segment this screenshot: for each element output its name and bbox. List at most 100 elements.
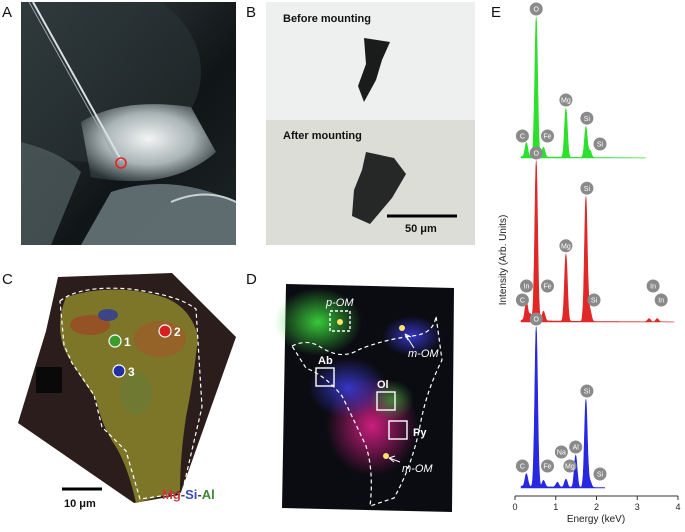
peak-text: Na: [557, 450, 566, 457]
peak-text: Fe: [543, 464, 551, 471]
target-circle: [115, 157, 127, 169]
peak-text: In: [524, 284, 530, 291]
peak-label-si: Si: [580, 384, 594, 398]
peak-badge: [559, 239, 573, 253]
panel-d-map: p-OM m-OM Ab Ol Py m-OM: [274, 284, 454, 512]
point-3-marker: [112, 364, 126, 378]
peak-badge: [580, 384, 594, 398]
peak-text: In: [658, 298, 664, 305]
x-tick-label: 3: [635, 502, 640, 512]
ol-box: [376, 391, 396, 411]
peak-label-si: Si: [587, 293, 601, 307]
peak-text: Mg: [561, 98, 571, 105]
element-legend: Mg-Si-Al: [162, 487, 215, 502]
peak-label-c: C: [515, 293, 529, 307]
peak-label-si: Si: [580, 181, 594, 195]
peak-badge: [563, 459, 577, 473]
peak-text: O: [533, 7, 539, 14]
panel-a-photo: [21, 2, 236, 245]
peak-label-c: C: [515, 459, 529, 473]
peak-text: C: [520, 298, 525, 305]
peak-badge: [580, 181, 594, 195]
after-mounting-label: After mounting: [283, 130, 362, 142]
peak-label-in: In: [654, 293, 668, 307]
peak-text: Fe: [543, 284, 551, 291]
peak-label-in: In: [520, 279, 533, 293]
x-tick-label: 0: [512, 502, 517, 512]
peak-label-c: C: [515, 129, 529, 143]
peak-badge: [515, 459, 529, 473]
peak-badge: [541, 279, 554, 293]
series-3: C O Fe Na Mg Al Si Si: [515, 312, 607, 489]
peak-text: In: [650, 284, 656, 291]
m-om-top-label: m-OM: [408, 348, 439, 360]
peak-label-na: Na: [554, 445, 568, 459]
peak-text: Si: [597, 142, 604, 149]
peak-text: Si: [584, 389, 591, 396]
m-om-bottom-arrow: [388, 457, 401, 463]
peak-text: Si: [584, 186, 591, 193]
peak-badge: [554, 445, 568, 459]
peak-label-mg: Mg: [559, 239, 573, 253]
point-1-label: 1: [124, 335, 131, 349]
panel-letter-e: E: [491, 4, 502, 21]
peak-label-o: O: [529, 146, 543, 160]
peak-text: C: [520, 464, 525, 471]
peak-label-fe: Fe: [541, 279, 554, 293]
peak-badge: [569, 440, 583, 454]
peak-text: Fe: [543, 134, 551, 141]
peak-label-si: Si: [593, 137, 607, 151]
peak-badge: [580, 111, 594, 125]
py-box: [388, 420, 408, 440]
peak-badge: [541, 459, 554, 473]
svg-text:Mg-Si-Al: Mg-Si-Al: [162, 487, 215, 502]
py-label: Py: [413, 427, 427, 439]
p-om-label: p-OM: [325, 297, 354, 309]
peak-badge: [515, 293, 529, 307]
grain-before: [358, 38, 390, 102]
peak-label-o: O: [529, 2, 543, 16]
peak-label-fe: Fe: [541, 129, 554, 143]
peak-label-in: In: [646, 279, 660, 293]
ol-label: Ol: [377, 379, 389, 391]
panel-letter-c: C: [2, 271, 13, 288]
peak-text: Si: [597, 472, 604, 479]
panel-c-map: 1 2 3 10 μm Mg-Si-Al: [18, 273, 236, 510]
point-3-label: 3: [128, 365, 135, 379]
grain-outline: [59, 287, 203, 500]
needle: [32, 2, 122, 161]
peak-text: C: [520, 134, 525, 141]
point-1-marker: [108, 334, 122, 348]
x-tick-label: 1: [553, 502, 558, 512]
series-3-trace: [520, 326, 606, 489]
panel-letter-a: A: [2, 4, 13, 21]
sample-cup: [81, 104, 216, 182]
peak-text: Mg: [561, 243, 571, 250]
peak-label-al: Al: [569, 440, 583, 454]
peak-badge: [529, 312, 543, 326]
peak-label-o: O: [529, 312, 543, 326]
series-2-trace: [520, 160, 675, 323]
peak-badge: [515, 129, 529, 143]
ab-box: [315, 367, 335, 387]
grain-after: [352, 152, 406, 224]
peak-badge: [646, 279, 660, 293]
ab-label: Ab: [318, 355, 333, 367]
x-tick-layer: 0 1 2 3 4: [512, 496, 681, 512]
peak-badge: [654, 293, 668, 307]
peak-label-fe: Fe: [541, 459, 554, 473]
m-om-bottom-label: m-OM: [402, 463, 433, 475]
panel-letter-b: B: [246, 4, 257, 21]
peak-badge: [529, 2, 543, 16]
before-mounting-label: Before mounting: [283, 13, 371, 25]
grain-outline-d: [291, 315, 443, 507]
panel-b-photos: Before mounting After mounting 50 μm: [266, 2, 475, 245]
peak-text: Si: [591, 298, 598, 305]
peak-text: O: [533, 151, 539, 158]
peak-text: Al: [573, 445, 580, 452]
peak-text: Si: [584, 116, 591, 123]
point-2-marker: [158, 324, 172, 338]
peak-badge: [587, 293, 601, 307]
